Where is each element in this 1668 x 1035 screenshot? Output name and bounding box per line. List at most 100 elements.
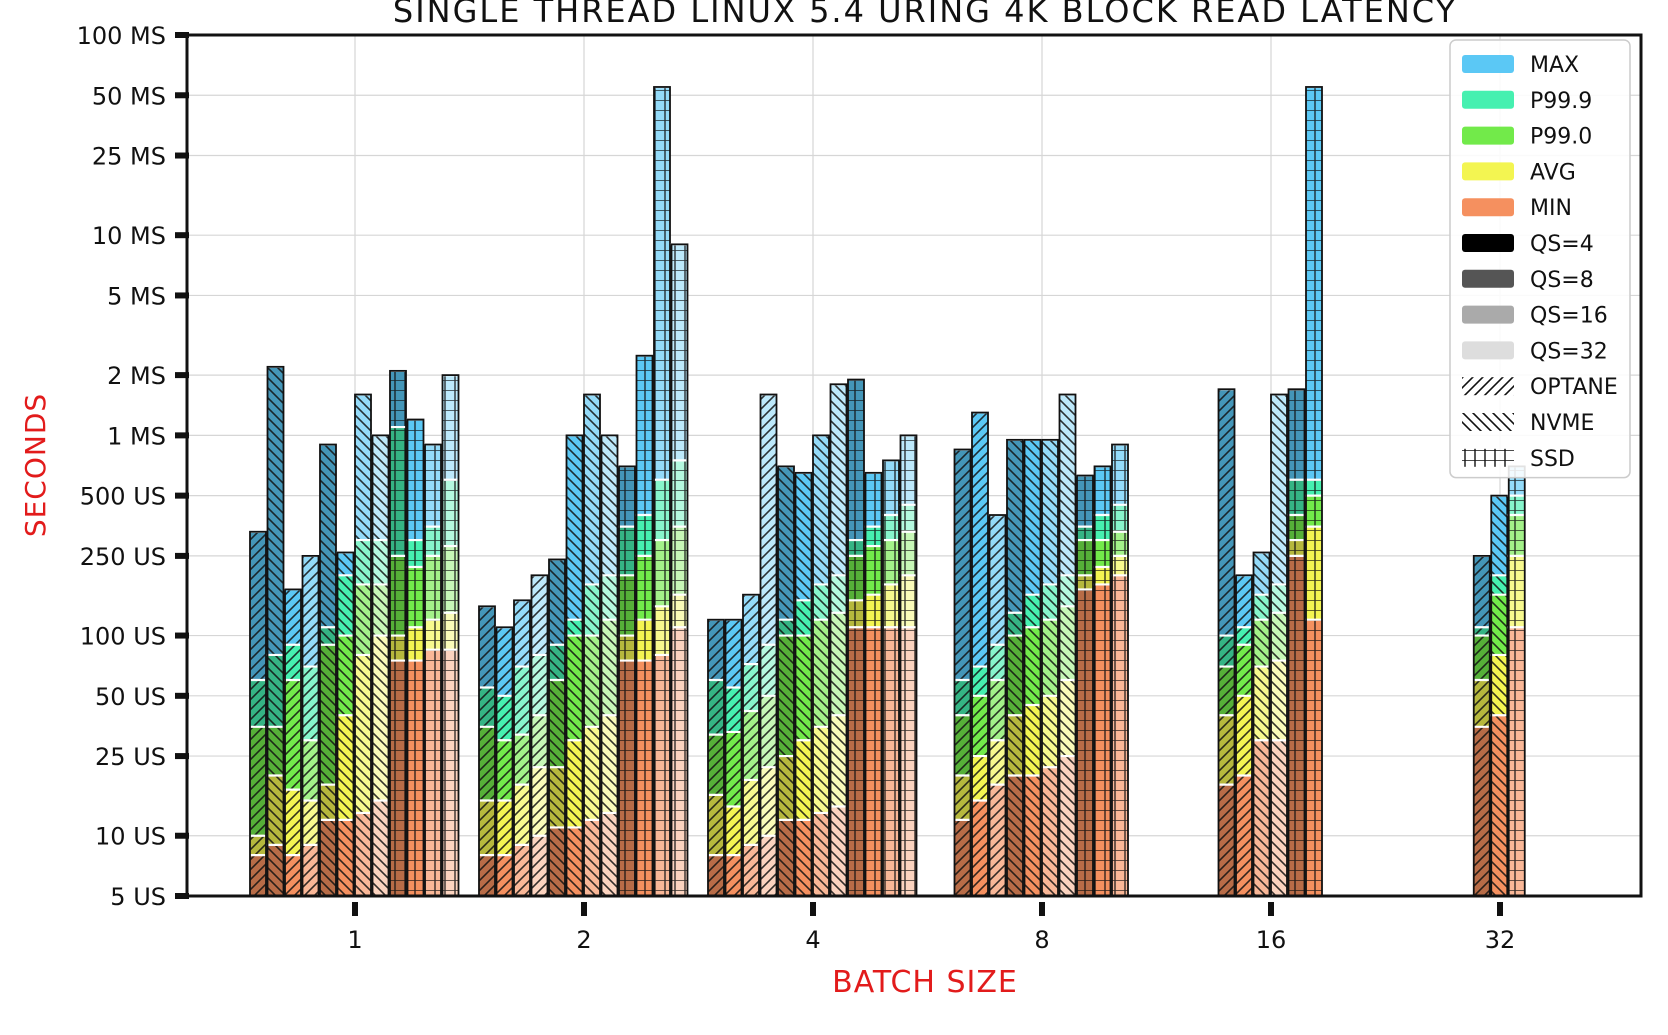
legend-label: SSD bbox=[1530, 447, 1575, 472]
bar-hatch-p999 bbox=[865, 526, 882, 547]
bar-hatch-p999 bbox=[1508, 495, 1525, 516]
bar-hatch-min bbox=[865, 627, 882, 896]
bar-hatch-avg bbox=[654, 606, 670, 655]
y-tick-label: 100 MS bbox=[77, 22, 166, 50]
bar-hatch-max bbox=[1491, 495, 1508, 576]
bar-hatch-max bbox=[1288, 389, 1305, 480]
bar-hatch-avg bbox=[1077, 575, 1093, 590]
bar-hatch-avg bbox=[1253, 666, 1270, 741]
bar-hatch-min bbox=[514, 844, 530, 896]
bar-hatch-p99 bbox=[954, 715, 971, 776]
bar-hatch-p999 bbox=[601, 575, 618, 620]
bar-hatch-p999 bbox=[954, 679, 971, 716]
bar-stack-4-nvme-qs16 bbox=[812, 434, 830, 897]
bar-hatch-avg bbox=[1042, 695, 1058, 768]
bar-hatch-p999 bbox=[972, 666, 988, 696]
bar-hatch-p99 bbox=[760, 695, 777, 768]
bar-hatch-avg bbox=[407, 627, 424, 661]
bar-hatch-max bbox=[1271, 394, 1287, 585]
bar-hatch-max bbox=[250, 531, 266, 680]
bar-hatch-avg bbox=[883, 584, 899, 628]
y-axis: 100 MS 50 MS 25 MS 10 MS 5 MS 2 MS 1 MS 500 US 2… bbox=[77, 22, 189, 911]
bar-hatch-min bbox=[1059, 756, 1076, 896]
bar-stack-4-optane-qs16 bbox=[742, 593, 760, 897]
bar-hatch-p999 bbox=[1112, 504, 1128, 532]
bar-hatch-p99 bbox=[372, 584, 389, 636]
bar-stack-4-nvme-qs8 bbox=[794, 471, 813, 897]
legend-label: QS=32 bbox=[1530, 339, 1608, 364]
bar-hatch-min bbox=[972, 800, 988, 896]
y-tick-mark bbox=[175, 232, 189, 239]
bar-hatch-p99 bbox=[1508, 515, 1525, 556]
bar-hatch-min bbox=[1473, 726, 1490, 896]
bar-hatch-p99 bbox=[479, 726, 495, 801]
bar-hatch-p99 bbox=[442, 546, 459, 613]
bar-hatch-avg bbox=[355, 654, 371, 813]
bar-stack-1-nvme-qs4 bbox=[266, 365, 285, 897]
y-tick-label: 50 MS bbox=[92, 82, 166, 110]
bar-hatch-avg bbox=[1218, 715, 1235, 785]
bar-hatch-p99 bbox=[566, 635, 583, 741]
bar-hatch-avg bbox=[848, 600, 864, 628]
bar-hatch-avg bbox=[725, 806, 742, 856]
bar-hatch-p99 bbox=[671, 526, 688, 595]
bar-hatch-avg bbox=[1059, 679, 1076, 757]
x-tick-label: 2 bbox=[576, 926, 591, 954]
bar-hatch-p999 bbox=[566, 619, 583, 636]
bar-stack-4-ssd-qs4 bbox=[847, 378, 865, 897]
bar-hatch-p99 bbox=[1042, 619, 1058, 696]
bar-stack-2-nvme-qs32 bbox=[600, 434, 619, 897]
bar-hatch-p99 bbox=[848, 555, 864, 601]
bar-hatch-avg bbox=[619, 635, 635, 661]
bar-stack-1-ssd-qs16 bbox=[424, 443, 442, 897]
bar-hatch-p99 bbox=[778, 635, 794, 757]
bar-hatch-p999 bbox=[267, 654, 284, 727]
y-tick-mark bbox=[175, 753, 189, 760]
bar-hatch-p999 bbox=[1024, 594, 1041, 628]
bar-hatch-avg bbox=[285, 789, 301, 856]
bar-hatch-max bbox=[1094, 466, 1111, 516]
bar-hatch-p999 bbox=[883, 515, 899, 541]
y-tick-label: 25 US bbox=[95, 743, 166, 771]
x-tick-mark bbox=[581, 902, 587, 916]
bar-hatch-max bbox=[1007, 439, 1023, 613]
bar-hatch-max bbox=[743, 594, 759, 665]
bar-stack-8-optane-qs4 bbox=[953, 448, 972, 897]
bar-hatch-p999 bbox=[795, 600, 812, 636]
bar-hatch-p999 bbox=[1473, 627, 1490, 636]
bar-hatch-max bbox=[407, 419, 424, 541]
y-tick-label: 100 US bbox=[80, 623, 166, 651]
bar-hatch-p999 bbox=[1218, 635, 1235, 667]
bar-stack-4-optane-qs4 bbox=[707, 618, 725, 897]
bar-hatch-max bbox=[830, 384, 847, 576]
x-tick-label: 32 bbox=[1485, 926, 1516, 954]
bar-hatch-avg bbox=[760, 767, 777, 836]
bar-hatch-p99 bbox=[1491, 594, 1508, 655]
x-tick-label: 8 bbox=[1034, 926, 1049, 954]
chart-title: SINGLE THREAD LINUX 5.4 URING 4K BLOCK R… bbox=[393, 0, 1457, 30]
bar-hatch-avg bbox=[972, 756, 988, 801]
bar-hatch-p99 bbox=[654, 540, 670, 607]
y-tick-mark bbox=[175, 832, 189, 839]
bar-hatch-min bbox=[654, 654, 670, 896]
bar-hatch-min bbox=[601, 812, 618, 896]
bar-stack-2-optane-qs4 bbox=[478, 605, 496, 897]
legend-swatch bbox=[1462, 341, 1514, 360]
bar-hatch-p99 bbox=[267, 726, 284, 776]
bar-stack-1-nvme-qs4 bbox=[319, 443, 337, 897]
bar-hatch-p99 bbox=[1271, 612, 1287, 661]
bar-hatch-max bbox=[285, 589, 301, 645]
bar-hatch-min bbox=[848, 627, 864, 896]
bar-hatch-p99 bbox=[708, 734, 724, 795]
bar-hatch-avg bbox=[795, 740, 812, 820]
legend-label: P99.0 bbox=[1530, 125, 1592, 150]
x-axis: 1 2 4 8 16 32 bbox=[347, 902, 1515, 954]
bar-hatch-avg bbox=[601, 715, 618, 813]
bar-hatch-min bbox=[584, 819, 600, 896]
bar-hatch-min bbox=[407, 660, 424, 896]
bar-hatch-avg bbox=[320, 784, 336, 820]
legend-box bbox=[1449, 39, 1631, 479]
bar-hatch-min bbox=[1077, 589, 1093, 896]
legend-swatch bbox=[1462, 198, 1514, 217]
x-tick-mark bbox=[1268, 902, 1274, 916]
